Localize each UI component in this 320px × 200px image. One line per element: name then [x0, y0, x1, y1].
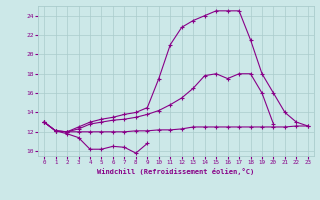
X-axis label: Windchill (Refroidissement éolien,°C): Windchill (Refroidissement éolien,°C) — [97, 168, 255, 175]
